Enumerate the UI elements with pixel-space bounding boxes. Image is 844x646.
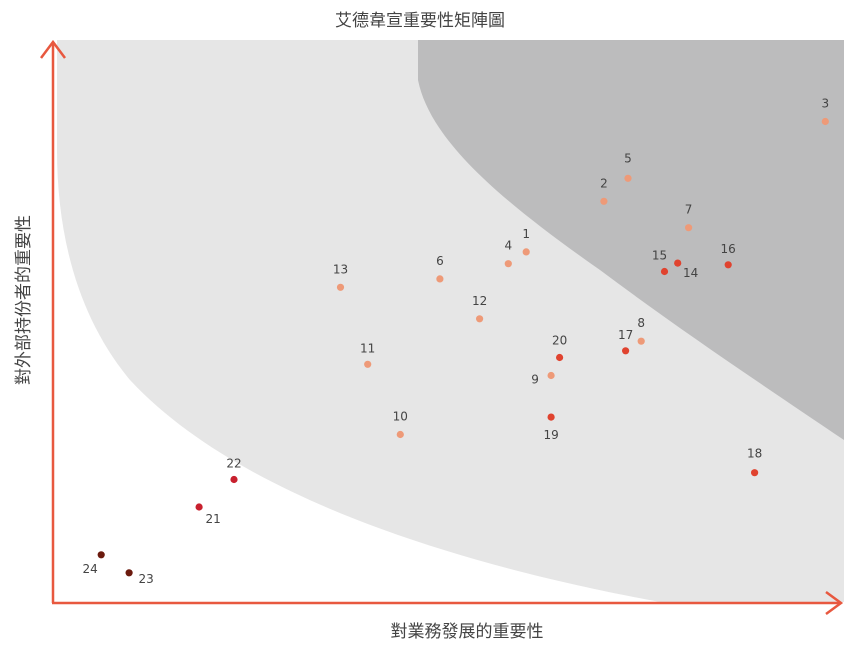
data-label-6: 6 [436,254,444,268]
data-label-4: 4 [504,239,512,253]
data-label-18: 18 [747,447,762,461]
data-point-13 [336,283,345,291]
data-point-2 [600,197,608,205]
data-label-16: 16 [721,242,736,256]
axes [40,39,844,616]
data-point-20 [556,353,564,362]
data-label-17: 17 [618,328,633,342]
data-point-1 [522,248,530,256]
data-label-14: 14 [683,266,698,280]
data-point-9 [547,371,555,380]
data-label-21: 21 [205,512,220,526]
chart-title: 艾德韋宣重要性矩陣圖 [335,11,505,31]
data-point-22 [230,475,238,484]
data-label-12: 12 [472,294,487,308]
data-label-20: 20 [552,334,567,348]
data-point-19 [547,413,555,421]
data-label-8: 8 [637,316,645,330]
data-point-14 [674,259,682,267]
data-point-11 [364,360,372,368]
data-label-15: 15 [652,249,667,263]
data-label-5: 5 [624,151,632,165]
x-axis-arrowhead [825,590,844,616]
data-point-5 [624,174,632,182]
data-point-16 [724,261,732,269]
data-point-23 [125,569,133,577]
data-point-8 [637,337,645,345]
data-label-23: 23 [138,572,153,586]
y-axis-arrowhead [40,39,66,59]
data-point-12 [476,315,484,323]
data-label-1: 1 [522,227,530,241]
data-point-7 [685,224,693,232]
y-axis-label: 對外部持份者的重要性 [14,215,34,385]
data-label-24: 24 [83,562,98,576]
data-point-24 [97,551,105,559]
data-label-13: 13 [333,262,348,276]
data-point-6 [436,275,444,283]
data-point-10 [396,430,404,439]
data-label-19: 19 [543,428,558,442]
data-label-10: 10 [393,410,408,424]
data-point-3 [821,117,829,126]
data-point-17 [622,347,630,355]
data-label-11: 11 [360,341,375,355]
data-point-18 [751,469,759,477]
data-label-22: 22 [226,457,241,471]
data-point-21 [195,503,203,511]
data-point-15 [660,267,669,276]
zone-high-importance [418,40,844,440]
data-label-9: 9 [531,373,539,387]
data-label-3: 3 [821,97,829,111]
data-label-7: 7 [685,203,693,217]
data-point-4 [504,260,512,268]
x-axis-label: 對業務發展的重要性 [391,622,544,642]
data-label-2: 2 [600,176,608,190]
